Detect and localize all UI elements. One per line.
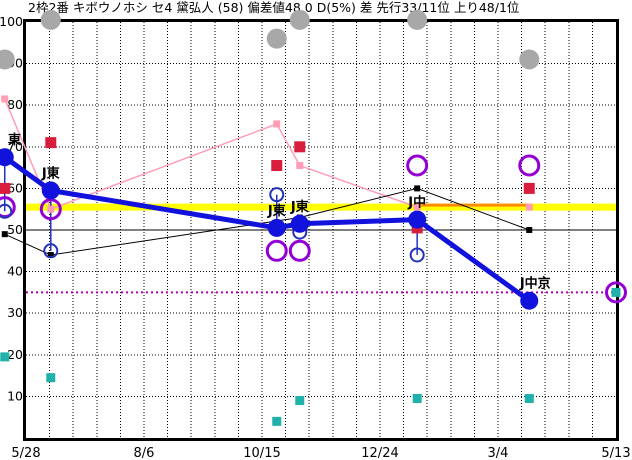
purple-open-circle-marker bbox=[518, 154, 541, 177]
pink-square-marker bbox=[413, 203, 421, 211]
point-label: 東 bbox=[8, 132, 21, 148]
gray-dot-marker bbox=[407, 9, 428, 30]
y-tick-label: 60 bbox=[7, 180, 23, 195]
teal-square-marker bbox=[295, 396, 305, 406]
y-tick-label: 100 bbox=[0, 14, 23, 29]
pink-square-marker bbox=[1, 95, 9, 103]
y-tick-label: 30 bbox=[7, 305, 23, 320]
y-tick-label: 70 bbox=[7, 139, 23, 154]
blue-dot-marker bbox=[520, 291, 539, 310]
point-label: J東 bbox=[267, 203, 286, 219]
gray-dot-marker bbox=[289, 9, 310, 30]
purple-open-circle-marker bbox=[39, 198, 62, 221]
purple-open-circle-marker bbox=[288, 239, 311, 262]
teal-square-marker bbox=[412, 393, 422, 403]
y-tick-label: 80 bbox=[7, 97, 23, 112]
red-square-marker bbox=[523, 182, 535, 194]
red-square-marker bbox=[271, 160, 283, 172]
purple-open-circle-marker bbox=[605, 281, 627, 304]
point-label: J東 bbox=[290, 199, 309, 215]
blue-dot-marker bbox=[0, 148, 14, 167]
point-label: J東 bbox=[41, 165, 60, 181]
x-tick-label: 5/13 bbox=[601, 446, 630, 460]
blue-dot-marker bbox=[408, 210, 427, 229]
point-label: J中京 bbox=[519, 276, 551, 292]
y-tick-label: 20 bbox=[7, 347, 23, 362]
black-square-marker bbox=[47, 251, 54, 258]
red-square-marker bbox=[45, 137, 57, 149]
teal-square-marker bbox=[524, 393, 534, 403]
teal-square-marker bbox=[0, 352, 10, 362]
teal-square-marker bbox=[46, 373, 56, 383]
red-square-marker bbox=[294, 141, 306, 153]
blue-open-circle-marker bbox=[0, 203, 13, 219]
point-label: J中 bbox=[407, 195, 426, 211]
pink-square-marker bbox=[525, 203, 533, 211]
black-square-marker bbox=[1, 231, 8, 238]
blue-open-circle-marker bbox=[409, 247, 425, 263]
blue-main-line bbox=[3, 155, 531, 303]
blue-open-circle-marker bbox=[269, 187, 285, 203]
black-square-marker bbox=[526, 227, 533, 233]
teal-square-marker bbox=[272, 416, 282, 426]
chart-title: 2枠2番 キボウノホシ セ4 黛弘人 (58) 偏差値48.0 D(5%) 差 … bbox=[28, 0, 520, 15]
purple-open-circle-marker bbox=[265, 239, 288, 262]
red-square-marker bbox=[0, 182, 11, 194]
x-tick-label: 12/24 bbox=[361, 446, 398, 460]
purple-open-circle-marker bbox=[0, 196, 16, 219]
y-tick-label: 10 bbox=[7, 388, 23, 403]
purple-open-circle-marker bbox=[406, 154, 429, 177]
blue-dot-marker bbox=[290, 214, 309, 233]
gray-dot-marker bbox=[0, 49, 15, 70]
x-tick-label: 8/6 bbox=[134, 446, 155, 460]
teal-square-marker bbox=[611, 287, 621, 297]
pink-square-marker bbox=[273, 120, 281, 128]
blue-open-circle-marker bbox=[43, 243, 59, 259]
x-tick-label: 3/4 bbox=[488, 446, 509, 460]
black-square-marker bbox=[414, 185, 421, 192]
x-tick-label: 5/28 bbox=[11, 446, 40, 460]
y-tick-label: 40 bbox=[7, 264, 23, 279]
blue-dot-marker bbox=[41, 181, 60, 200]
gray-dot-marker bbox=[40, 9, 61, 30]
x-tick-label: 10/15 bbox=[243, 446, 280, 460]
blue-dot-marker bbox=[267, 218, 286, 237]
gray-dot-marker bbox=[519, 49, 540, 70]
pink-square-marker bbox=[47, 205, 55, 213]
y-tick-label: 50 bbox=[7, 222, 23, 237]
pink-square-marker bbox=[296, 162, 304, 170]
gray-dot-marker bbox=[266, 28, 287, 49]
